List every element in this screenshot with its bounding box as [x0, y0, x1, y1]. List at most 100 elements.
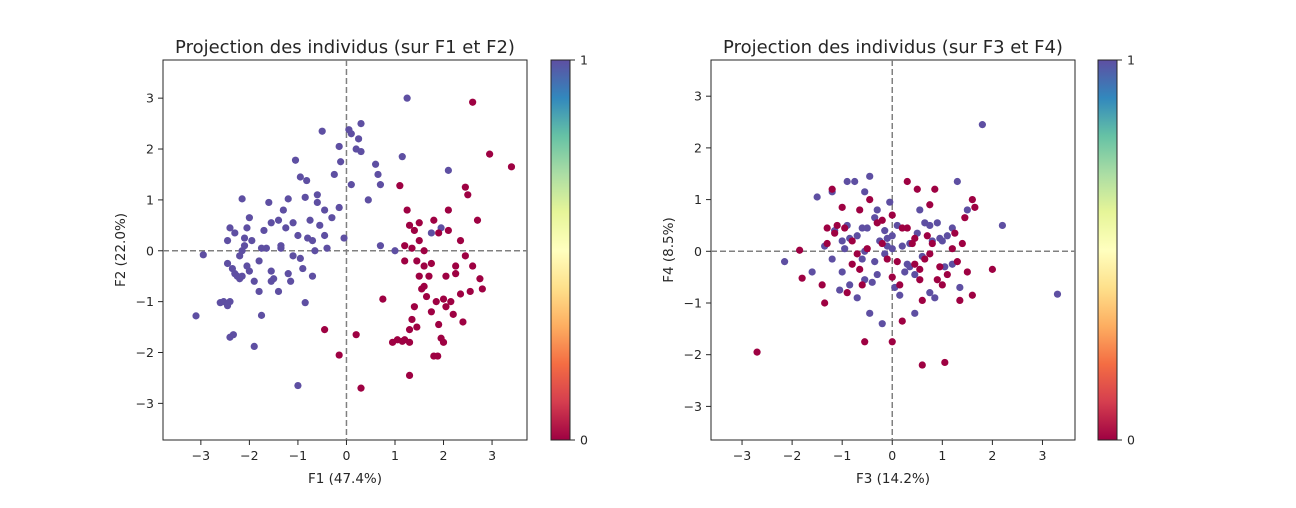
scatter-point [243, 224, 251, 232]
scatter-point [396, 182, 404, 190]
scatter-point [267, 267, 275, 275]
scatter-point [301, 193, 309, 201]
scatter-point [413, 257, 421, 265]
scatter-point [245, 214, 253, 222]
scatter-point [257, 244, 266, 252]
scatter-point [863, 245, 871, 253]
scatter-point [838, 203, 846, 211]
scatter-point [306, 216, 314, 224]
scatter-point [267, 219, 275, 227]
colorbar-tick-label: 1 [580, 53, 588, 68]
scatter-point [918, 361, 926, 369]
scatter-point [304, 234, 312, 242]
scatter-point [836, 286, 844, 294]
scatter-point [886, 198, 894, 206]
scatter-point [274, 216, 283, 224]
scatter-point [427, 229, 435, 237]
scatter-point [255, 287, 263, 296]
x-tick-label: −2 [240, 448, 258, 463]
scatter-point [888, 245, 896, 253]
y-tick-label: 2 [694, 140, 702, 155]
scatter-point [916, 265, 924, 273]
scatter-point [936, 234, 944, 242]
colorbar [550, 59, 571, 441]
scatter-point [469, 98, 477, 106]
scatter-point [357, 147, 365, 156]
scatter-point [868, 278, 876, 286]
scatter-point [858, 255, 866, 263]
scatter-point [878, 320, 886, 328]
scatter-point [848, 260, 856, 268]
scatter-point [921, 255, 929, 263]
scatter-point [951, 229, 959, 237]
scatter-point [420, 262, 428, 270]
scatter-point [337, 158, 345, 166]
scatter-point [798, 274, 806, 282]
x-tick-label: −3 [733, 448, 751, 463]
scatter-point [911, 260, 919, 268]
scatter-point [896, 281, 904, 289]
scatter-point [238, 195, 246, 203]
scatter-point [821, 299, 829, 307]
scatter-point [296, 254, 304, 262]
scatter-point [442, 303, 450, 311]
scatter-point [461, 183, 469, 191]
scatter-point [435, 229, 443, 237]
scatter-point [265, 198, 273, 207]
x-axis-label: F1 (47.4%) [308, 471, 382, 487]
scatter-point [953, 177, 961, 186]
scatter-point [941, 358, 949, 367]
scatter-point [223, 236, 232, 245]
scatter-point [245, 267, 253, 275]
scatter-point [888, 338, 896, 346]
scatter-point [956, 283, 964, 292]
scatter-point [415, 272, 423, 280]
colorbar-tick-label: 1 [1127, 53, 1135, 68]
scatter-point [192, 312, 200, 320]
scatter-point [926, 289, 934, 297]
scatter-point [753, 348, 761, 356]
y-tick-label: −1 [684, 295, 702, 310]
scatter-point [255, 257, 263, 265]
x-tick-label: 0 [342, 448, 350, 463]
scatter-point [856, 206, 864, 214]
scatter-point [851, 177, 859, 186]
x-tick-label: 1 [391, 448, 399, 463]
scatter-point [442, 272, 450, 280]
scatter-point [284, 270, 292, 278]
scatter-point [444, 206, 452, 214]
x-tick-label: −1 [289, 448, 307, 463]
scatter-point [308, 272, 317, 280]
y-tick-label: −2 [136, 345, 154, 360]
scatter-point [878, 239, 886, 248]
scatter-point [405, 338, 414, 346]
scatter-point [287, 277, 295, 285]
scatter-point [408, 315, 416, 324]
scatter-point [461, 252, 469, 260]
scatter-point [838, 237, 846, 245]
scatter-point [330, 170, 338, 179]
scatter-point [871, 258, 879, 266]
scatter-point [347, 181, 355, 189]
scatter-point [240, 234, 249, 242]
scatter-point [250, 277, 258, 285]
scatter-point [364, 196, 372, 204]
scatter-point [318, 127, 326, 135]
scatter-point [226, 224, 234, 232]
chart-2: −3 −2 −1 0 1 2 3 −3 −2 −1 0 1 2 3 Projection des indiv… [661, 37, 1135, 487]
scatter-point [415, 219, 423, 227]
x-axis-label: F3 (14.2%) [856, 471, 930, 487]
scatter-point [853, 294, 861, 302]
scatter-point [928, 239, 936, 248]
scatter-point [888, 273, 896, 281]
colorbar-tick-label: 0 [1127, 433, 1135, 448]
scatter-point [936, 263, 944, 271]
chart-title: Projection des individus (sur F3 et F4) [723, 37, 1063, 58]
scatter-point [848, 237, 856, 245]
scatter-point [968, 291, 976, 299]
scatter-point [405, 371, 414, 379]
scatter-point [1053, 290, 1062, 298]
scatter-point [313, 191, 321, 199]
scatter-point [923, 232, 931, 240]
